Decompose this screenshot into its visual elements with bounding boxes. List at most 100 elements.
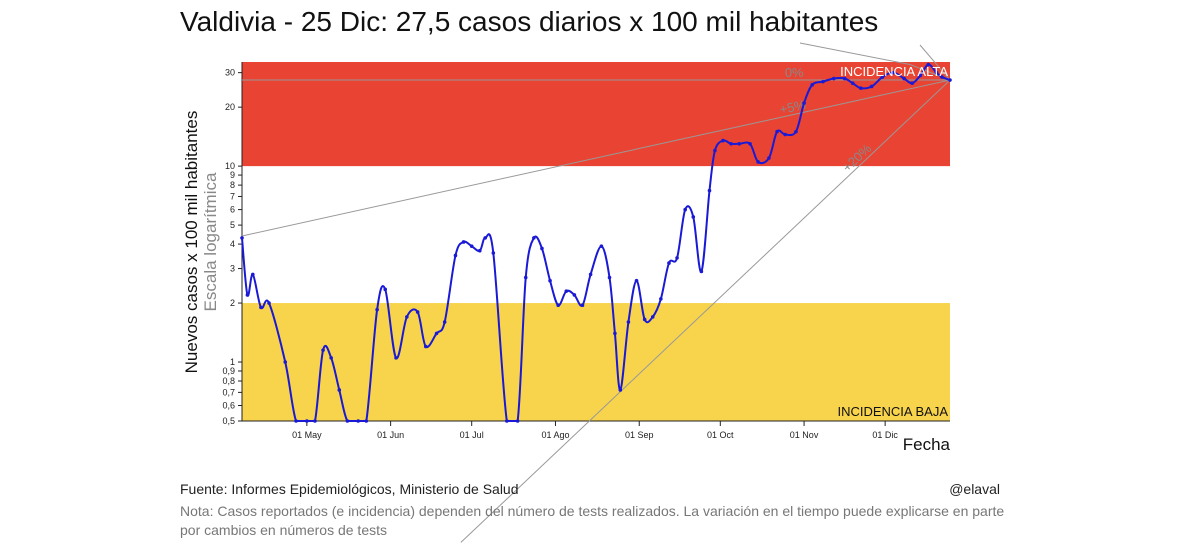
data-point xyxy=(469,244,474,249)
reference-line xyxy=(460,79,951,543)
data-point xyxy=(356,419,360,423)
data-point xyxy=(337,388,342,392)
data-point xyxy=(650,315,655,319)
x-axis-label: Fecha xyxy=(903,435,951,454)
data-point xyxy=(713,148,717,153)
data-point xyxy=(415,310,420,314)
reference-line xyxy=(241,79,951,237)
data-point xyxy=(613,331,617,336)
data-point xyxy=(329,356,333,360)
data-point xyxy=(532,236,536,240)
y-tick-label: 10 xyxy=(225,161,235,171)
data-point xyxy=(934,70,939,75)
data-point xyxy=(926,62,931,67)
reference-lines: 0%+5%+20% xyxy=(241,42,951,543)
x-tick-label: 01 Jun xyxy=(377,430,404,440)
data-point xyxy=(313,419,317,423)
data-point xyxy=(756,160,760,164)
data-point xyxy=(832,76,836,81)
y-axis-label: Nuevos casos x 100 mil habitantes xyxy=(182,111,201,374)
data-point xyxy=(580,303,585,308)
y-tick-label: 5 xyxy=(230,220,235,230)
data-point xyxy=(940,75,944,79)
data-point xyxy=(821,79,825,84)
data-point xyxy=(383,287,388,292)
y-tick-label: 9 xyxy=(230,170,235,180)
y-tick-label: 6 xyxy=(230,205,235,215)
data-point xyxy=(556,303,560,308)
y-tick-label: 0,8 xyxy=(222,376,235,386)
data-point xyxy=(683,207,687,212)
data-point xyxy=(642,317,647,322)
data-point xyxy=(564,289,569,293)
data-point xyxy=(729,141,733,146)
data-point xyxy=(548,278,552,283)
y-tick-label: 2 xyxy=(230,298,235,308)
data-point xyxy=(667,261,671,265)
data-point xyxy=(478,248,482,253)
data-point xyxy=(364,419,369,423)
data-point xyxy=(599,244,604,249)
reference-line-label: +5% xyxy=(778,97,807,117)
incidence-bands xyxy=(242,62,950,421)
data-point xyxy=(345,419,350,423)
x-tick-label: 01 Dic xyxy=(872,430,898,440)
data-point xyxy=(461,240,466,244)
data-point xyxy=(618,388,623,392)
data-point xyxy=(259,305,263,310)
x-tick-label: 01 Oct xyxy=(707,430,734,440)
data-point xyxy=(321,348,325,352)
data-point xyxy=(294,419,298,423)
x-tick-label: 01 Sep xyxy=(625,430,654,440)
data-point xyxy=(626,320,631,324)
x-tick-label: 01 Jul xyxy=(460,430,484,440)
low-incidence-band xyxy=(242,303,950,421)
data-point xyxy=(891,70,896,75)
x-tick-label: 01 Ago xyxy=(541,430,569,440)
data-point xyxy=(902,76,906,81)
author-handle: @elaval xyxy=(949,481,1000,497)
data-point xyxy=(588,272,593,277)
x-tick-label: 01 May xyxy=(292,430,322,440)
data-point xyxy=(880,75,885,79)
y-tick-label: 7 xyxy=(230,191,235,201)
y-axis-sublabel: Escala logarítmica xyxy=(201,172,220,311)
data-point xyxy=(434,331,439,336)
data-point xyxy=(394,356,398,360)
data-point xyxy=(283,360,288,364)
data-point xyxy=(375,307,379,312)
data-point xyxy=(483,236,488,240)
chart-labels: INCIDENCIA ALTA INCIDENCIA BAJA Fecha Nuevo… xyxy=(182,64,951,454)
series-layer xyxy=(240,62,952,423)
data-point xyxy=(505,419,509,423)
data-point xyxy=(748,141,752,146)
data-point xyxy=(794,129,798,134)
data-point xyxy=(453,253,458,258)
data-point xyxy=(918,73,923,78)
data-point xyxy=(251,272,255,277)
data-point xyxy=(699,269,704,274)
y-tick-label: 0,6 xyxy=(222,400,235,410)
data-point xyxy=(659,297,663,301)
data-point xyxy=(267,301,271,305)
data-point xyxy=(802,101,806,105)
data-point xyxy=(910,81,914,86)
source-note: Fuente: Informes Epidemiológicos, Minist… xyxy=(180,481,519,497)
data-point xyxy=(572,293,577,297)
low-incidence-label: INCIDENCIA BAJA xyxy=(837,404,948,419)
data-point xyxy=(859,86,863,90)
data-point xyxy=(737,141,742,146)
data-point xyxy=(405,315,409,319)
reference-line-extension xyxy=(919,44,951,81)
data-point xyxy=(491,251,496,255)
data-point xyxy=(245,293,250,297)
data-point xyxy=(305,419,309,423)
y-tick-label: 8 xyxy=(230,180,235,190)
y-tick-label: 20 xyxy=(225,102,235,112)
data-point xyxy=(707,188,712,193)
y-tick-label: 30 xyxy=(225,68,235,78)
data-point xyxy=(540,246,544,251)
data-point xyxy=(767,156,771,160)
data-point xyxy=(810,83,814,87)
chart-title: Valdivia - 25 Dic: 27,5 casos diarios x … xyxy=(180,6,879,37)
